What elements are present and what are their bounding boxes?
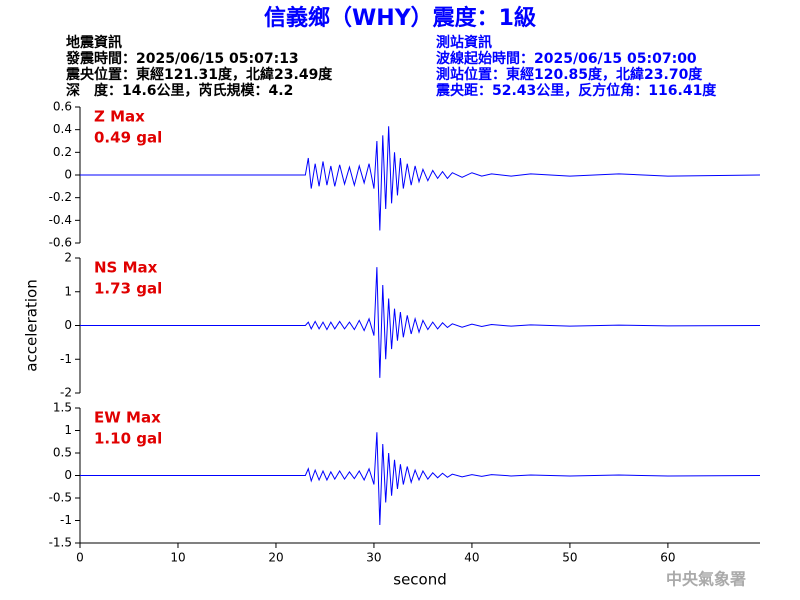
- annotation: NS Max: [94, 259, 158, 277]
- info-line: 震央距：52.43公里，反方位角：116.41度: [435, 82, 717, 99]
- y-tick-label: 1: [64, 284, 72, 298]
- y-tick-label: -0.2: [49, 190, 72, 204]
- y-tick-label: 0.2: [53, 145, 72, 159]
- y-tick-label: 0.4: [53, 122, 72, 136]
- info-line: 震央位置：東經121.31度，北緯23.49度: [65, 66, 333, 83]
- x-tick-label: 20: [268, 551, 283, 565]
- y-tick-label: -1.5: [49, 536, 72, 550]
- annotation: EW Max: [94, 409, 161, 427]
- info-line: 波線起始時間：2025/06/15 05:07:00: [436, 50, 697, 67]
- x-tick-label: 60: [660, 551, 675, 565]
- info-line: 地震資訊: [66, 34, 122, 51]
- y-tick-label: 0.6: [53, 100, 72, 114]
- annotation: 0.49 gal: [94, 129, 162, 147]
- x-tick-label: 30: [366, 551, 381, 565]
- y-tick-label: 2: [64, 251, 72, 265]
- y-tick-label: -1: [60, 352, 72, 366]
- x-axis-label: second: [393, 571, 447, 589]
- x-tick-label: 10: [170, 551, 185, 565]
- x-tick-label: 0: [76, 551, 84, 565]
- y-tick-label: -2: [60, 386, 72, 400]
- chart-title: 信義鄉（WHY）震度：1級: [264, 5, 536, 31]
- waveform: [80, 432, 761, 526]
- info-line: 深 度：14.6公里，芮氏規模：4.2: [66, 82, 293, 99]
- y-tick-label: -0.4: [49, 213, 72, 227]
- y-tick-label: 0: [64, 168, 72, 182]
- info-line: 發震時間：2025/06/15 05:07:13: [65, 50, 299, 67]
- waveform: [80, 267, 761, 378]
- info-line: 測站資訊: [436, 34, 492, 51]
- y-tick-label: -0.5: [49, 491, 72, 505]
- y-tick-label: 1: [64, 423, 72, 437]
- x-tick-label: 50: [562, 551, 577, 565]
- y-tick-label: 0: [64, 468, 72, 482]
- y-tick-label: 0: [64, 318, 72, 332]
- annotation: Z Max: [94, 108, 145, 126]
- y-tick-label: -1: [60, 513, 72, 527]
- x-tick-label: 40: [464, 551, 479, 565]
- y-tick-label: 0.5: [53, 446, 72, 460]
- y-tick-label: 1.5: [53, 401, 72, 415]
- info-line: 測站位置：東經120.85度，北緯23.70度: [436, 66, 703, 83]
- annotation: 1.73 gal: [94, 280, 162, 298]
- y-axis-label: acceleration: [23, 279, 41, 371]
- annotation: 1.10 gal: [94, 430, 162, 448]
- waveform: [80, 126, 761, 231]
- watermark: 中央氣象署: [666, 570, 746, 589]
- y-tick-label: -0.6: [49, 236, 72, 250]
